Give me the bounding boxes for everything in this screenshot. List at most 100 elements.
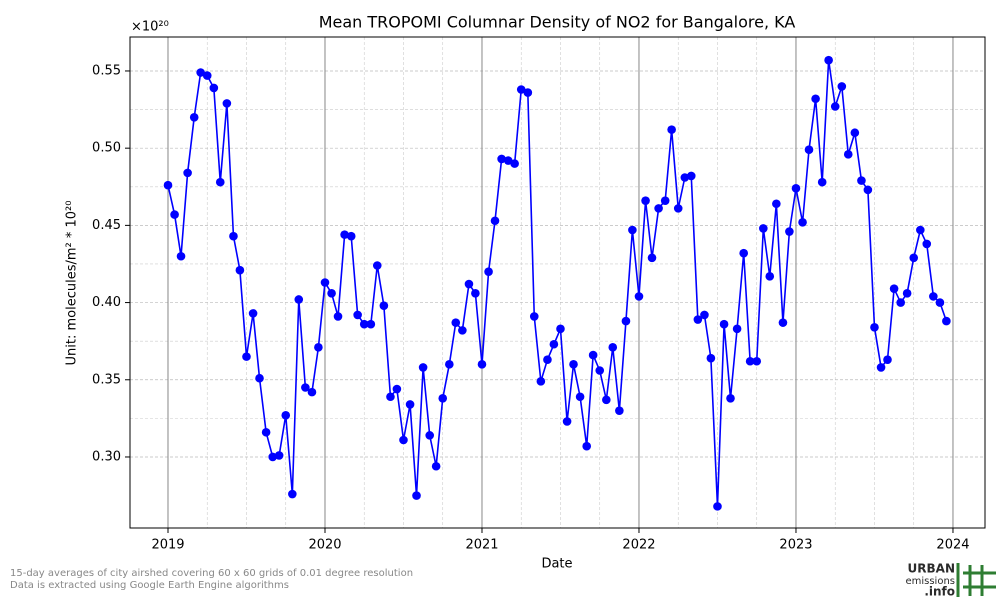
data-point xyxy=(660,196,670,205)
data-point xyxy=(857,176,866,185)
data-point xyxy=(942,316,951,326)
logo-text: emissions xyxy=(905,576,955,587)
data-point xyxy=(346,231,356,241)
data-point xyxy=(536,377,546,386)
data-point xyxy=(745,356,755,366)
data-point xyxy=(602,395,611,405)
data-point xyxy=(929,292,938,301)
data-point xyxy=(484,267,493,276)
data-point xyxy=(359,319,369,329)
data-point xyxy=(386,392,395,402)
data-point xyxy=(215,177,225,187)
y-offset-label: ×10²⁰ xyxy=(131,20,169,35)
data-point xyxy=(399,435,408,445)
footnote: 15-day averages of city airshed covering… xyxy=(10,568,413,579)
data-point xyxy=(719,319,729,329)
data-point xyxy=(922,239,932,249)
data-point xyxy=(785,227,794,236)
data-point xyxy=(837,82,847,91)
data-point xyxy=(817,177,827,187)
x-tick-label: 2022 xyxy=(622,538,655,553)
data-point xyxy=(693,315,703,324)
logo: URBAN emissions .info xyxy=(905,562,996,599)
data-point xyxy=(759,224,768,233)
data-point xyxy=(588,350,598,360)
data-point xyxy=(549,339,559,349)
data-point xyxy=(418,363,428,372)
data-point xyxy=(935,298,945,307)
data-point xyxy=(902,289,912,298)
data-point xyxy=(634,292,644,301)
data-point xyxy=(464,279,474,289)
data-point xyxy=(732,324,742,334)
x-tick-label: 2021 xyxy=(465,538,498,553)
data-point xyxy=(569,360,578,369)
data-point xyxy=(667,125,676,134)
data-point xyxy=(471,289,480,298)
data-point xyxy=(680,173,690,182)
data-point xyxy=(647,253,657,263)
data-point xyxy=(431,461,441,471)
x-tick-label: 2019 xyxy=(151,538,184,553)
data-point xyxy=(183,168,192,178)
data-point xyxy=(556,324,565,334)
data-point xyxy=(392,384,402,394)
data-point xyxy=(176,251,186,261)
y-tick-label: 0.50 xyxy=(92,141,121,156)
data-point xyxy=(333,312,343,321)
data-point xyxy=(320,278,330,287)
data-point xyxy=(379,301,389,310)
data-point xyxy=(458,326,467,335)
data-point xyxy=(222,99,232,108)
data-point xyxy=(798,217,807,227)
data-point xyxy=(752,356,762,366)
data-point xyxy=(503,156,513,165)
data-point xyxy=(202,71,212,80)
data-point xyxy=(791,184,801,193)
data-point xyxy=(870,322,879,332)
data-point xyxy=(830,102,840,111)
data-point xyxy=(261,427,271,437)
data-point xyxy=(327,289,336,298)
footnote: Data is extracted using Google Earth Eng… xyxy=(10,580,289,591)
data-point xyxy=(824,55,833,65)
data-point xyxy=(850,128,860,138)
data-point xyxy=(255,373,264,383)
data-point xyxy=(562,417,572,426)
data-point xyxy=(366,319,376,329)
data-point xyxy=(314,343,323,352)
data-point xyxy=(615,406,624,415)
data-point xyxy=(372,261,382,270)
data-point xyxy=(497,154,506,164)
y-tick-label: 0.35 xyxy=(92,372,121,387)
data-point xyxy=(301,383,310,392)
data-point xyxy=(673,204,683,213)
y-axis-label: Unit: molecules/m² * 10²⁰ xyxy=(65,201,80,366)
data-point xyxy=(281,410,291,420)
data-point xyxy=(654,204,663,213)
x-tick-label: 2024 xyxy=(936,538,969,553)
data-point xyxy=(274,451,284,460)
data-point xyxy=(909,253,919,263)
data-point xyxy=(686,171,696,181)
y-tick-label: 0.45 xyxy=(92,218,121,233)
data-point xyxy=(209,83,219,93)
data-point xyxy=(235,265,245,275)
data-point xyxy=(405,400,415,409)
data-point xyxy=(811,94,820,104)
data-point xyxy=(739,248,748,258)
data-point xyxy=(595,366,605,375)
data-point xyxy=(268,452,278,462)
data-point xyxy=(575,392,585,402)
data-point xyxy=(700,310,709,320)
data-point xyxy=(713,502,722,511)
data-point xyxy=(170,210,179,219)
data-point xyxy=(288,489,297,499)
data-point xyxy=(641,196,650,205)
data-point xyxy=(843,150,853,159)
data-point xyxy=(189,112,199,122)
data-point xyxy=(876,363,886,372)
data-point xyxy=(608,343,618,352)
data-point xyxy=(438,394,448,403)
